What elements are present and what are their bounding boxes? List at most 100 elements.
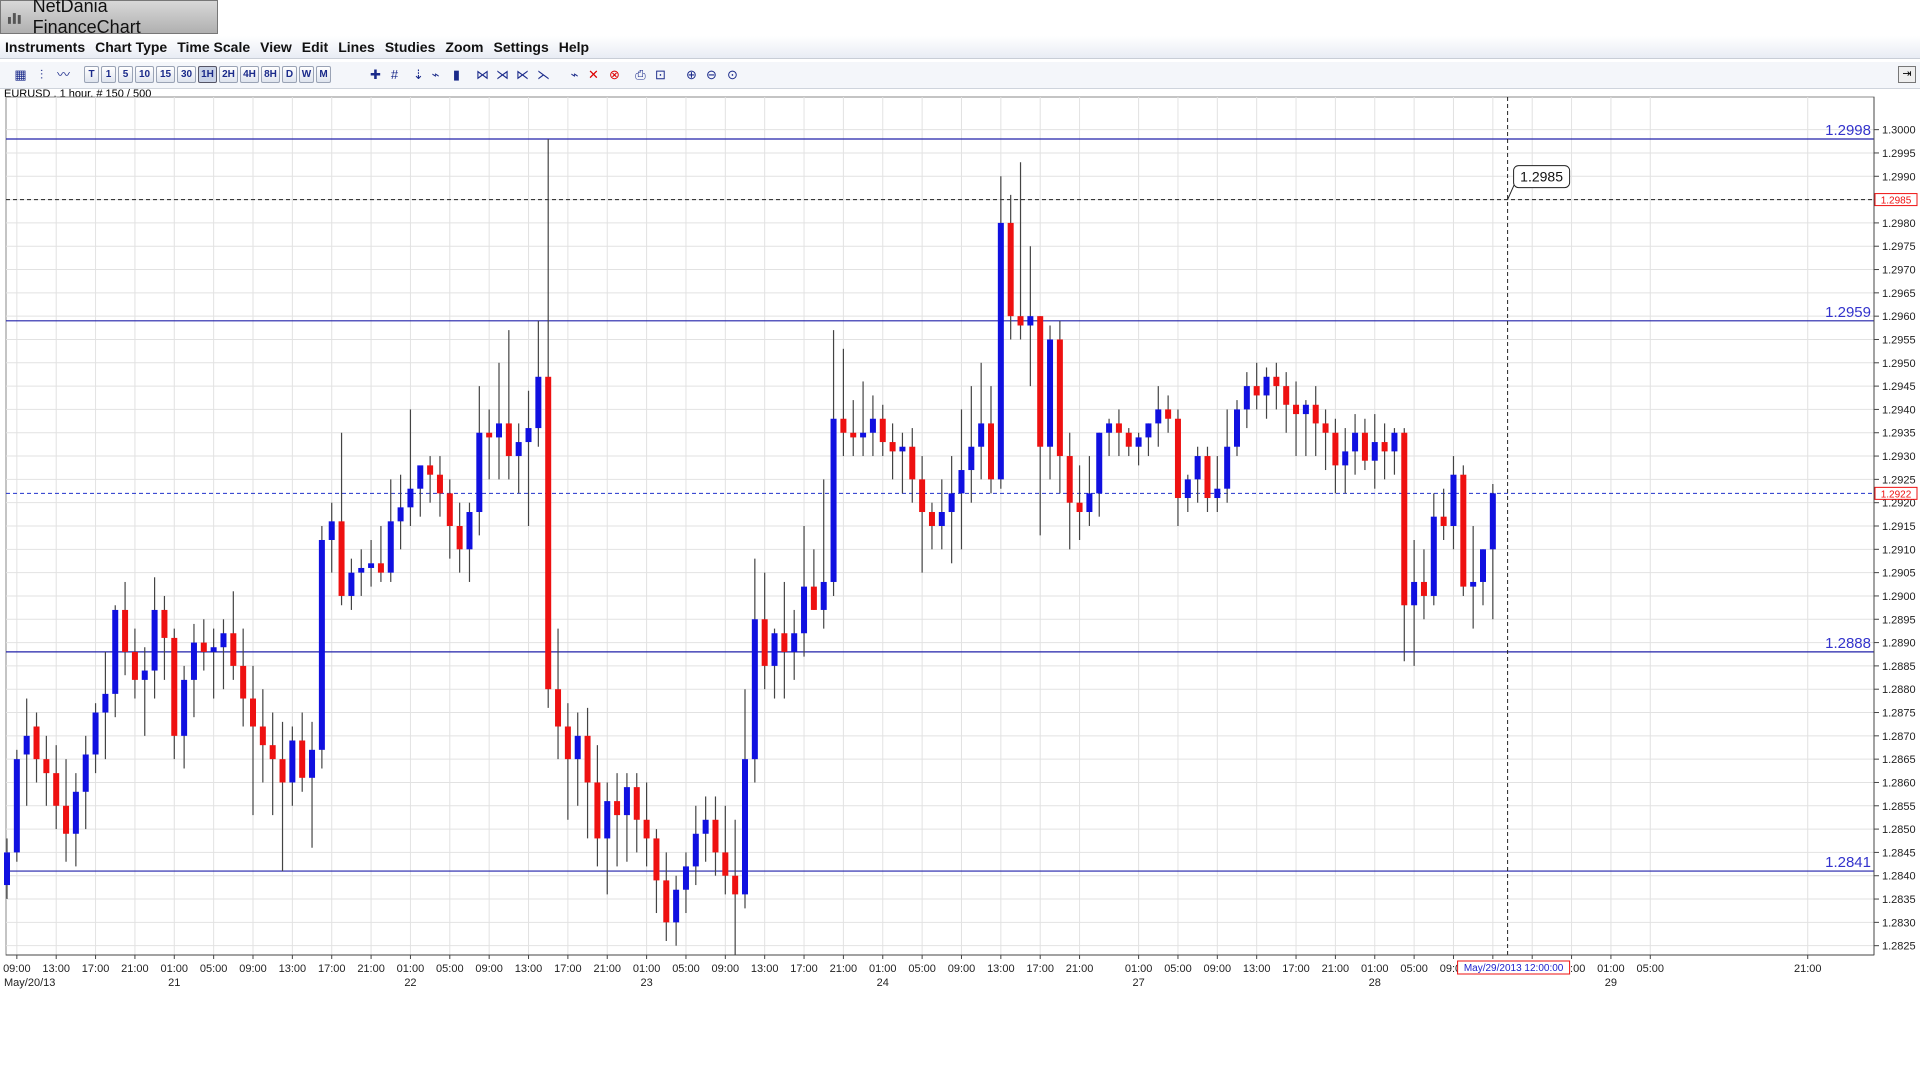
- candle-body[interactable]: [407, 488, 414, 508]
- candle-body[interactable]: [604, 801, 611, 839]
- candle-body[interactable]: [338, 521, 345, 596]
- candle-body[interactable]: [486, 432, 493, 438]
- candle-body[interactable]: [535, 376, 542, 429]
- grid-icon[interactable]: #: [390, 67, 399, 82]
- candle-body[interactable]: [1293, 404, 1300, 415]
- candle-body[interactable]: [4, 852, 10, 886]
- candle-body[interactable]: [623, 787, 630, 816]
- timeframe-d-button[interactable]: D: [282, 66, 297, 83]
- candle-body[interactable]: [1007, 222, 1014, 317]
- candle-body[interactable]: [1273, 376, 1280, 387]
- candle-body[interactable]: [1017, 316, 1024, 326]
- candle-body[interactable]: [958, 470, 965, 494]
- candle-body[interactable]: [1115, 423, 1122, 433]
- fibonacci-icon[interactable]: ⋉: [516, 67, 529, 82]
- candle-body[interactable]: [889, 442, 896, 452]
- candle-body[interactable]: [250, 698, 256, 727]
- timeframe-15-button[interactable]: 15: [156, 66, 175, 83]
- menu-edit[interactable]: Edit: [301, 39, 329, 55]
- candle-body[interactable]: [377, 563, 384, 573]
- timeframe-2h-button[interactable]: 2H: [219, 66, 238, 83]
- candle-body[interactable]: [181, 679, 188, 736]
- candle-body[interactable]: [1184, 479, 1191, 499]
- candle-body[interactable]: [496, 423, 502, 438]
- timeframe-m-button[interactable]: M: [316, 66, 331, 83]
- crosshair-icon[interactable]: ✚: [370, 67, 381, 82]
- candle-body[interactable]: [1037, 316, 1044, 447]
- candle-body[interactable]: [791, 633, 798, 652]
- candle-body[interactable]: [220, 633, 227, 648]
- candle-body[interactable]: [1283, 386, 1290, 405]
- candle-body[interactable]: [1086, 493, 1093, 513]
- bar-type-icon[interactable]: ⫶: [39, 67, 44, 82]
- candle-body[interactable]: [82, 754, 89, 792]
- candle-body[interactable]: [1027, 316, 1034, 326]
- candle-body[interactable]: [1194, 456, 1201, 480]
- delete-line-icon[interactable]: ⌁: [570, 67, 579, 82]
- candle-body[interactable]: [732, 875, 739, 895]
- candle-body[interactable]: [525, 428, 532, 443]
- price-chart[interactable]: 1.2825 1.2830 1.2835 1.2840 1.2845 1.2850 1.28…: [0, 0, 1920, 1000]
- candle-body[interactable]: [1332, 432, 1339, 466]
- candle-body[interactable]: [545, 376, 552, 690]
- candle-body[interactable]: [1411, 581, 1418, 606]
- timeframe-10-button[interactable]: 10: [135, 66, 154, 83]
- candle-body[interactable]: [23, 735, 30, 755]
- timeframe-4h-button[interactable]: 4H: [240, 66, 259, 83]
- candle-body[interactable]: [92, 712, 99, 755]
- candle-body[interactable]: [988, 423, 994, 480]
- candle-body[interactable]: [1106, 423, 1113, 433]
- candle-body[interactable]: [663, 880, 670, 923]
- candle-body[interactable]: [633, 787, 640, 820]
- candle-body[interactable]: [200, 642, 207, 652]
- candle-body[interactable]: [742, 759, 748, 895]
- candle-body[interactable]: [230, 633, 237, 666]
- candle-body[interactable]: [1263, 376, 1270, 396]
- candle-body[interactable]: [1155, 409, 1162, 424]
- candle-body[interactable]: [1371, 442, 1378, 461]
- candle-body[interactable]: [869, 418, 876, 433]
- candle-body[interactable]: [436, 474, 443, 494]
- line-type-icon[interactable]: 〰: [56, 67, 70, 82]
- delete-icon[interactable]: ✕: [588, 67, 599, 82]
- candle-body[interactable]: [879, 418, 886, 443]
- candle-body[interactable]: [840, 418, 847, 433]
- candle-body[interactable]: [1253, 386, 1260, 396]
- candle-body[interactable]: [850, 432, 857, 438]
- candle-body[interactable]: [564, 726, 571, 760]
- candle-body[interactable]: [190, 642, 197, 680]
- candle-body[interactable]: [653, 838, 660, 881]
- candle-body[interactable]: [397, 507, 404, 522]
- candle-body[interactable]: [928, 512, 935, 526]
- candle-body[interactable]: [594, 782, 601, 839]
- candle-body[interactable]: [446, 493, 453, 526]
- candle-body[interactable]: [358, 567, 365, 573]
- candle-body[interactable]: [72, 791, 79, 834]
- candle-body[interactable]: [1489, 493, 1496, 550]
- menu-chart-type[interactable]: Chart Type: [95, 39, 168, 55]
- candle-body[interactable]: [919, 479, 926, 513]
- candle-body[interactable]: [318, 539, 325, 750]
- candle-body[interactable]: [1174, 418, 1181, 499]
- candle-body[interactable]: [771, 633, 778, 666]
- candle-body[interactable]: [456, 526, 463, 550]
- candle-body[interactable]: [1440, 516, 1447, 526]
- candle-body[interactable]: [820, 581, 827, 610]
- candle-body[interactable]: [555, 689, 562, 727]
- candle-body[interactable]: [161, 609, 168, 638]
- candle-body[interactable]: [830, 418, 837, 582]
- candlestick-type-icon[interactable]: ▦: [14, 67, 27, 82]
- candle-body[interactable]: [1076, 502, 1083, 513]
- candle-body[interactable]: [761, 619, 768, 666]
- menu-studies[interactable]: Studies: [384, 39, 436, 55]
- candle-body[interactable]: [1066, 456, 1073, 503]
- timeframe-t-button[interactable]: T: [84, 66, 99, 83]
- candle-body[interactable]: [171, 637, 178, 736]
- pin-icon[interactable]: ⇥: [1898, 66, 1916, 83]
- zoom-in-icon[interactable]: ⊕: [686, 67, 697, 82]
- menu-time-scale[interactable]: Time Scale: [177, 39, 251, 55]
- timeframe-1h-button[interactable]: 1H: [198, 66, 217, 83]
- candle-body[interactable]: [997, 222, 1004, 480]
- candle-body[interactable]: [614, 801, 621, 816]
- candle-body[interactable]: [240, 665, 247, 699]
